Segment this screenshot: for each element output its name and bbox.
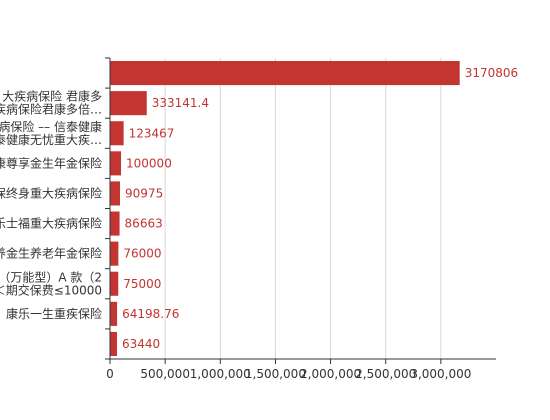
data-label: 90975 bbox=[125, 186, 163, 200]
category-label: 养金生养老年金保险 bbox=[0, 246, 102, 261]
data-label: 333141.4 bbox=[152, 96, 209, 110]
category-label-line: 康乐一生重疾保险 bbox=[6, 306, 102, 321]
category-label: 康乐一生重疾保险 bbox=[6, 306, 102, 321]
category-label-line: 保终身重大疾病保险 bbox=[0, 185, 102, 200]
category-label: 大疾病保险 君康多疾病保险君康多倍… bbox=[0, 89, 102, 117]
bar bbox=[110, 301, 118, 326]
x-tick-label: 500,000 bbox=[140, 367, 190, 381]
bar bbox=[110, 271, 119, 296]
category-label: 保终身重大疾病保险 bbox=[0, 185, 102, 200]
bar bbox=[110, 151, 122, 176]
category-label: 乐士福重大疾病保险 bbox=[0, 216, 102, 231]
x-tick-label: 0 bbox=[106, 367, 114, 381]
data-label: 63440 bbox=[122, 337, 160, 351]
bar bbox=[110, 331, 117, 356]
bars bbox=[110, 61, 460, 356]
bar bbox=[110, 181, 121, 206]
category-labels: 大疾病保险 君康多疾病保险君康多倍…病保险 –– 信泰健康泰健康无忧重大疾…康尊… bbox=[0, 89, 102, 321]
bar bbox=[110, 121, 124, 146]
data-label: 64198.76 bbox=[122, 307, 179, 321]
x-tick-label: 2,000,000 bbox=[300, 367, 361, 381]
category-label-line: （万能型）A 款（2 bbox=[0, 270, 102, 284]
bar bbox=[110, 211, 120, 236]
data-label: 76000 bbox=[123, 247, 161, 261]
category-label-line: 康尊享金生年金保险 bbox=[0, 155, 102, 170]
data-label: 3170806 bbox=[465, 66, 518, 80]
bar bbox=[110, 91, 147, 116]
data-label: 86663 bbox=[125, 217, 163, 231]
category-label-line: 乐士福重大疾病保险 bbox=[0, 216, 102, 231]
bar bbox=[110, 241, 119, 266]
x-tick-label: 3,000,000 bbox=[410, 367, 471, 381]
x-tick-label: 1,000,000 bbox=[190, 367, 251, 381]
category-label: 康尊享金生年金保险 bbox=[0, 155, 102, 170]
data-label: 75000 bbox=[123, 277, 161, 291]
bar bbox=[110, 61, 460, 86]
axes: 0 500,000 1,000,0001,500,0002,000,0002,500… bbox=[105, 57, 496, 381]
category-label-line: 疾病保险君康多倍… bbox=[0, 102, 102, 117]
category-label-line: 养金生养老年金保险 bbox=[0, 246, 102, 261]
category-label-line: 泰健康无忧重大疾… bbox=[0, 132, 102, 147]
category-label-line: 病保险 –– 信泰健康 bbox=[0, 119, 102, 134]
data-labels: 3170806 333141.4 123467 100000 90975 86663 760… bbox=[122, 66, 518, 351]
category-label: （万能型）A 款（2 ＜期交保费≤10000 bbox=[0, 270, 102, 297]
data-label: 100000 bbox=[126, 156, 172, 170]
category-label-line: ＜期交保费≤10000 bbox=[0, 282, 102, 297]
grid-lines bbox=[164, 58, 442, 359]
data-label: 123467 bbox=[129, 126, 175, 140]
category-label: 病保险 –– 信泰健康泰健康无忧重大疾… bbox=[0, 119, 102, 147]
x-tick-label: 2,500,000 bbox=[355, 367, 416, 381]
category-label-line: 大疾病保险 君康多 bbox=[2, 89, 102, 104]
x-tick-label: 1,500,000 bbox=[245, 367, 306, 381]
